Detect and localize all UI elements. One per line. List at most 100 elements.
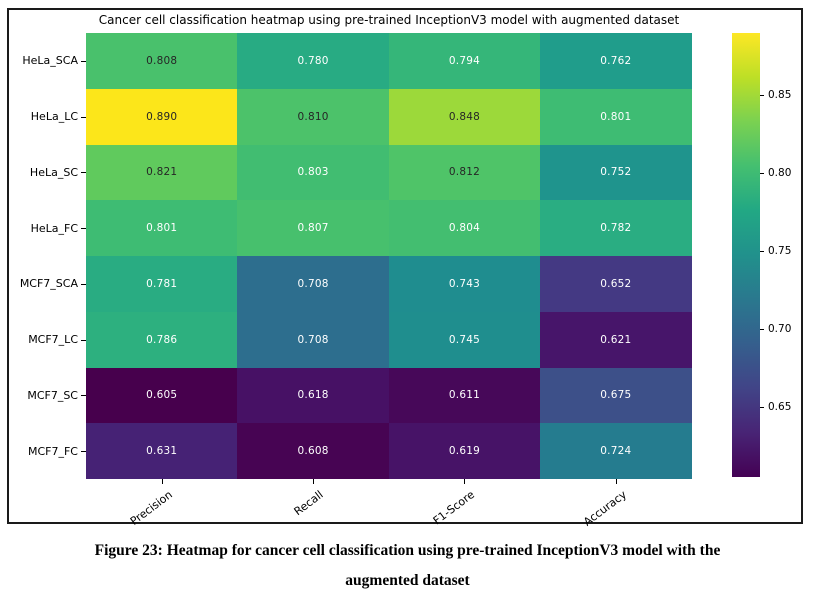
heatmap-cell: 0.821 (86, 144, 238, 201)
y-tick-mark (81, 60, 86, 62)
cell-value: 0.762 (600, 54, 632, 67)
cell-value: 0.781 (146, 277, 178, 290)
cell-value: 0.631 (146, 445, 178, 458)
y-tick-mark (81, 228, 86, 230)
y-tick-label: MCF7_SCA (19, 277, 78, 291)
cell-value: 0.801 (600, 110, 632, 123)
cell-value: 0.652 (600, 277, 632, 290)
heatmap-cell: 0.812 (388, 144, 541, 201)
cell-value: 0.794 (448, 54, 480, 67)
colorbar-tick-mark (760, 173, 764, 175)
cell-value: 0.608 (297, 445, 329, 458)
x-tick-mark (464, 479, 466, 484)
heatmap-cell: 0.619 (388, 423, 541, 479)
cell-value: 0.619 (448, 445, 480, 458)
x-tick-label: F1-Score (431, 488, 478, 528)
heatmap-cell: 0.801 (86, 200, 238, 256)
heatmap-cell: 0.743 (388, 256, 541, 312)
y-tick-mark (81, 116, 86, 118)
cell-value: 0.618 (297, 389, 329, 402)
cell-value: 0.724 (600, 445, 632, 458)
y-tick-label: MCF7_SC (27, 388, 78, 402)
colorbar (732, 33, 760, 477)
colorbar-tick-mark (760, 329, 764, 330)
heatmap-cell: 0.631 (86, 423, 238, 479)
heatmap-cell: 0.708 (237, 256, 389, 312)
y-tick-label: MCF7_FC (27, 444, 78, 458)
cell-value: 0.780 (297, 54, 329, 67)
heatmap-cell: 0.782 (540, 200, 692, 256)
heatmap-cell: 0.745 (388, 311, 541, 368)
cell-value: 0.611 (448, 389, 480, 402)
cell-value: 0.743 (448, 277, 480, 290)
y-tick-mark (81, 339, 86, 341)
y-tick-label: HeLa_LC (30, 110, 78, 124)
cell-value: 0.890 (146, 110, 178, 123)
y-tick-label: MCF7_LC (28, 333, 78, 347)
cell-value: 0.708 (297, 333, 329, 346)
heatmap-cell: 0.611 (388, 367, 541, 424)
colorbar-tick-label: 0.65 (768, 400, 792, 413)
heatmap-cell: 0.794 (388, 33, 541, 89)
heatmap-cell: 0.810 (237, 88, 389, 145)
figure-box: Cancer cell classification heatmap using… (7, 8, 803, 529)
cell-value: 0.821 (146, 166, 178, 179)
colorbar-tick-label: 0.70 (768, 323, 792, 335)
cell-value: 0.803 (297, 166, 329, 179)
y-tick-label: HeLa_SCA (22, 54, 78, 68)
cell-value: 0.708 (297, 277, 329, 290)
heatmap-cell: 0.890 (86, 88, 238, 145)
colorbar-tick-label: 0.75 (768, 245, 792, 258)
caption-line-1: Figure 23: Heatmap for cancer cell class… (94, 542, 721, 559)
heatmap-cell: 0.608 (237, 423, 389, 479)
heatmap-cell: 0.752 (540, 144, 692, 201)
cell-value: 0.807 (297, 222, 329, 235)
cell-value: 0.801 (146, 222, 178, 235)
heatmap-cell: 0.786 (86, 311, 238, 368)
cell-value: 0.782 (600, 222, 632, 235)
heatmap-cell: 0.762 (540, 33, 692, 89)
x-tick-mark (615, 479, 617, 484)
x-tick-label: Accuracy (580, 488, 629, 529)
heatmap-cell: 0.807 (237, 200, 389, 256)
heatmap-cell: 0.780 (237, 33, 389, 89)
caption-line-2: augmented dataset (345, 571, 470, 589)
colorbar-tick-label: 0.80 (768, 167, 792, 180)
x-tick-mark (161, 479, 163, 484)
heatmap-cell: 0.708 (237, 311, 389, 368)
colorbar-tick-mark (760, 406, 764, 408)
heatmap-cell: 0.804 (388, 200, 541, 256)
cell-value: 0.621 (600, 333, 632, 346)
heatmap-cell: 0.781 (86, 256, 238, 312)
chart-title: Cancer cell classification heatmap using… (98, 13, 680, 27)
cell-value: 0.752 (600, 166, 632, 179)
cell-value: 0.848 (448, 110, 480, 123)
cell-value: 0.812 (448, 166, 480, 179)
heatmap-cell: 0.801 (540, 88, 692, 145)
x-tick-label: Recall (291, 488, 326, 519)
x-tick-label: Precision (127, 488, 175, 528)
y-tick-mark (81, 172, 86, 174)
colorbar-tick-mark (760, 95, 764, 97)
cell-value: 0.605 (146, 389, 178, 402)
heatmap-cell: 0.605 (86, 367, 238, 424)
y-tick-mark (81, 451, 86, 453)
y-tick-label: HeLa_FC (30, 221, 78, 235)
heatmap: 0.808 0.780 0.794 0.762 0.890 0.810 0.848 0.801… (86, 33, 692, 479)
cell-value: 0.745 (448, 333, 480, 346)
heatmap-cell: 0.808 (86, 33, 238, 89)
colorbar-tick-mark (760, 251, 764, 253)
y-tick-mark (81, 283, 86, 285)
heatmap-cell: 0.618 (237, 367, 389, 424)
heatmap-cell: 0.724 (540, 423, 692, 479)
heatmap-cell: 0.652 (540, 256, 692, 312)
cell-value: 0.675 (600, 389, 632, 402)
cell-value: 0.786 (146, 333, 178, 346)
heatmap-cell: 0.803 (237, 144, 389, 201)
heatmap-cell: 0.621 (540, 311, 692, 368)
colorbar-tick-label: 0.85 (768, 89, 792, 102)
figure-caption: Figure 23: Heatmap for cancer cell class… (0, 536, 815, 595)
heatmap-cell: 0.848 (388, 88, 541, 145)
heatmap-cell: 0.675 (540, 367, 692, 424)
